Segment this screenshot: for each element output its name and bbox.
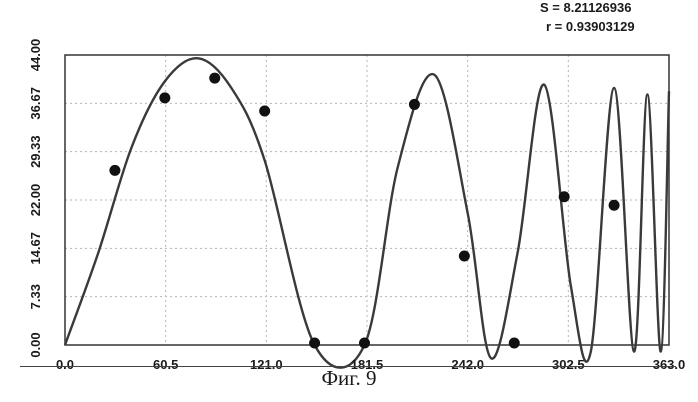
data-point	[409, 99, 420, 110]
y-tick-label: 0.00	[28, 332, 43, 357]
data-point	[159, 92, 170, 103]
data-point	[459, 251, 470, 262]
data-point	[609, 200, 620, 211]
data-point	[559, 191, 570, 202]
s-statistic: S = 8.21126936	[540, 0, 631, 15]
data-point	[259, 106, 270, 117]
chart-grid	[65, 55, 669, 345]
y-tick-labels: 0.00 7.33 14.67 22.00 29.33 36.67 44.00	[28, 39, 43, 358]
data-points	[109, 73, 619, 349]
y-tick-label: 22.00	[28, 184, 43, 217]
y-tick-label: 14.67	[28, 232, 43, 265]
data-point	[209, 73, 220, 84]
y-tick-label: 44.00	[28, 39, 43, 72]
r-statistic: r = 0.93903129	[546, 19, 635, 34]
y-tick-label: 29.33	[28, 135, 43, 168]
data-point	[509, 338, 520, 349]
data-point	[359, 338, 370, 349]
figure-caption: Фиг. 9	[0, 366, 698, 391]
data-point	[309, 338, 320, 349]
data-point	[109, 165, 120, 176]
y-tick-label: 7.33	[28, 284, 43, 309]
y-tick-label: 36.67	[28, 87, 43, 120]
